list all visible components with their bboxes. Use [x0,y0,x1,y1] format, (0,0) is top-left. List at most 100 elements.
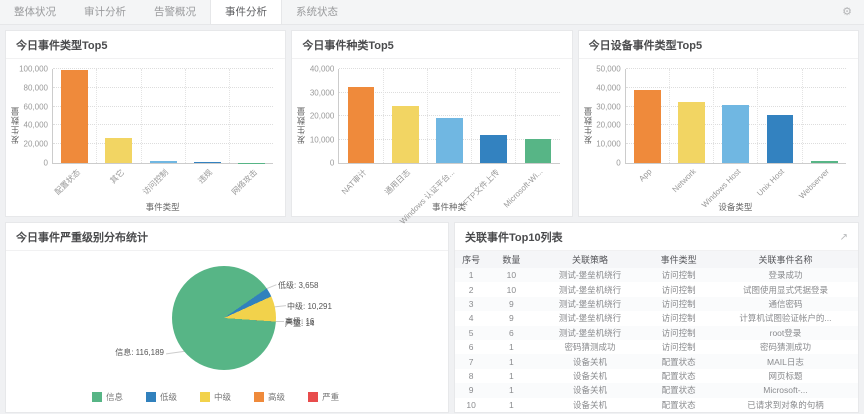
bar[interactable] [194,162,221,163]
x-axis-label: 通用日志 [383,167,413,197]
gridline [53,124,274,126]
table-cell: 配置状态 [644,354,713,369]
x-axis-title: 事件种类 [431,202,466,212]
table-cell: 访问控制 [661,342,696,353]
panel-title-correlated-events: 关联事件Top10列表 ↗ [455,223,858,251]
bar[interactable] [524,139,552,163]
table-row[interactable]: 2 10 测试-堡垒机绕行 访问控制 试图使用显式凭据登录 [455,282,858,296]
bar[interactable] [105,138,133,163]
legend-label: 严重 [322,392,340,402]
table-cell: MAIL日志 [712,354,858,369]
table-cell: 10 [506,284,517,295]
bar[interactable] [391,105,419,163]
legend-item-高级[interactable]: 高级 [254,391,285,403]
bar[interactable] [810,161,838,163]
legend-item-中级[interactable]: 中级 [200,391,231,403]
bar[interactable] [722,104,750,163]
table-column-header: 序号 [455,251,488,268]
table-column-header: 数量 [487,251,536,268]
table-cell: root登录 [712,325,858,340]
table-cell: 9 [487,296,536,312]
bar[interactable] [678,102,705,163]
table-cell: 登录成功 [712,268,858,283]
table-cell: 设备关机 [535,383,645,398]
gridline [625,86,846,88]
gridline [339,115,560,116]
panel-title-event-type: 今日事件类型Top5 [6,31,286,59]
pie-severity[interactable] [172,266,276,370]
table-cell: 1 [487,354,536,369]
tab-audit-analysis[interactable]: 审计分析 [84,6,126,18]
table-cell: 1 [509,399,514,410]
bar[interactable] [766,115,794,163]
y-axis-tick: 40,000 [596,83,621,93]
table-cell: 配置状态 [661,399,696,410]
tab-alert-overview[interactable]: 告警概况 [154,6,196,18]
bars-container: NAT审计 通用日志 Windows 认证平台... FTP文件上传 Microsoft… [339,69,559,226]
tab-event-analysis[interactable]: 事件分析 [210,0,282,24]
table-cell: 10 [487,268,536,283]
table-cell: 1 [509,342,514,353]
bar[interactable] [633,90,661,163]
pie-label-line [272,321,284,322]
export-arrow-icon[interactable]: ↗ [839,231,848,243]
bar-chart-event-kind: 0 10,000 20,000 30,000 40,000 NAT审计 通用日志 Window… [292,59,571,226]
correlated-events-table: 序号 数量 关联策略 事件类型 关联事件名称 1 10 测试-堡垒机绕行 访问控制 登录成功 2 1… [455,251,858,412]
bar-slot: 网络攻击 [230,69,273,197]
table-row[interactable]: 6 1 密码猜测成功 访问控制 密码猜测成功 [455,340,858,354]
legend-item-信息[interactable]: 信息 [92,391,123,403]
table-cell: 访问控制 [644,268,713,283]
table-row[interactable]: 10 1 设备关机 配置状态 已请求到对象的句柄 [455,398,858,412]
y-axis-tick: 20,000 [23,139,48,149]
legend-item-低级[interactable]: 低级 [146,391,177,403]
panel-event-type-top5: 今日事件类型Top5 0 20,000 40,000 60,000 80,000 100,… [5,30,287,217]
table-cell: 访问控制 [661,284,696,295]
y-axis-tick: 20,000 [309,111,335,121]
x-axis-label: Unix Host [755,167,787,198]
bar-chart-device-event-type: 0 10,000 20,000 30,000 40,000 50,000 App Networ… [579,59,858,216]
legend-item-严重[interactable]: 严重 [308,391,339,403]
y-axis-title: 发生数量 [296,106,307,145]
gridline [53,86,274,88]
table-cell: 测试-堡垒机绕行 [535,268,645,283]
bars-container: App Network Windows Host Unix Host Webserver [626,69,846,210]
bar[interactable] [61,70,89,163]
y-axis-tick: 10,000 [309,135,335,144]
table-row[interactable]: 9 1 设备关机 配置状态 Microsoft-... [455,383,858,398]
pie-slice-label: 信息: 116,189 [115,348,164,357]
table-header: 序号 数量 关联策略 事件类型 关联事件名称 [455,251,858,268]
plot-area: 0 10,000 20,000 30,000 40,000 NAT审计 通用日志 Window… [310,65,560,226]
gear-icon[interactable]: ⚙ [842,6,852,18]
table-cell: 配置状态 [661,370,696,381]
table-cell: 3 [455,296,488,312]
table-cell: 测试-堡垒机绕行 [558,284,622,295]
table-cell: 10 [466,399,476,410]
bar[interactable] [347,87,375,163]
table-row[interactable]: 8 1 设备关机 配置状态 网页标题 [455,369,858,383]
panel-title-event-kind: 今日事件种类Top5 [292,31,572,59]
plot-area: 0 10,000 20,000 30,000 40,000 50,000 App Networ… [596,65,846,210]
table-row[interactable]: 4 9 测试-堡垒机绕行 访问控制 计算机试图验证帐户的... [455,311,858,325]
legend-label: 高级 [268,392,286,402]
table-cell: 9 [509,313,514,324]
table-row[interactable]: 5 6 测试-堡垒机绕行 访问控制 root登录 [455,325,858,340]
table-row[interactable]: 7 1 设备关机 配置状态 MAIL日志 [455,354,858,369]
bar-slot: Network [670,69,715,194]
bar[interactable] [480,134,508,163]
tab-system-status[interactable]: 系统状态 [296,6,338,18]
bar[interactable] [436,118,463,163]
legend-label: 信息 [106,392,124,402]
table-row[interactable]: 3 9 测试-堡垒机绕行 访问控制 通信密码 [455,296,858,312]
pie-slice-label: 严重: 14 [285,319,315,328]
bar[interactable] [149,160,177,163]
x-axis-label: 违规 [196,167,215,186]
table-cell: Microsoft-... [712,383,858,398]
table-cell: 2 [468,284,474,295]
tab-overall-status[interactable]: 整体状况 [14,6,56,18]
bar-slot: 访问控制 [141,69,186,197]
dashboard-content: 今日事件类型Top5 0 20,000 40,000 60,000 80,000 100,… [0,25,864,414]
bar-chart-event-type: 0 20,000 40,000 60,000 80,000 100,000 配置状态 其它 访问… [6,59,285,216]
table-row[interactable]: 1 10 测试-堡垒机绕行 访问控制 登录成功 [455,268,858,283]
y-axis-tick: 40,000 [23,120,48,130]
bar-slot: App [626,69,670,183]
